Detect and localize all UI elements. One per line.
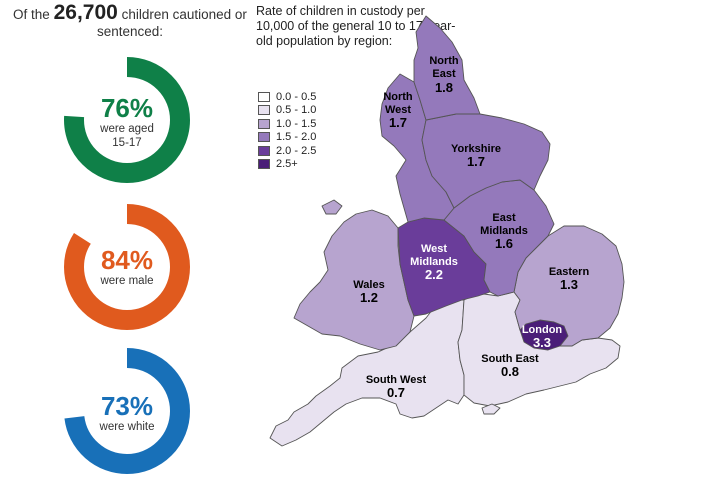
label-south-east-name: South East xyxy=(481,353,539,365)
label-west-midlands-name: West Midlands xyxy=(410,243,458,268)
legend-label: 1.5 - 2.0 xyxy=(276,131,317,144)
headline-prefix: Of the xyxy=(13,7,50,22)
label-yorkshire-rate: 1.7 xyxy=(467,154,485,169)
label-eastern-rate: 1.3 xyxy=(560,277,578,292)
map-panel: Rate of children in custody per 10,000 o… xyxy=(250,0,712,480)
legend-item: 2.0 - 2.5 xyxy=(258,144,316,158)
donut-male-ring xyxy=(64,204,190,330)
label-eastern-name: Eastern xyxy=(549,266,590,278)
label-yorkshire-name: Yorkshire xyxy=(451,143,501,155)
legend-swatch xyxy=(258,118,270,129)
map-caption: Rate of children in custody per 10,000 o… xyxy=(256,4,456,48)
region-map: North East 1.8 North West 1.7 Yorkshire 1.… xyxy=(269,15,625,447)
region-north-east[interactable] xyxy=(413,15,481,121)
donut-arc xyxy=(64,348,190,474)
donut-white: 73% were white xyxy=(63,347,191,475)
donut-arc xyxy=(64,204,190,330)
legend-item: 1.5 - 2.0 xyxy=(258,131,316,145)
headline-number: 26,700 xyxy=(53,1,118,24)
label-north-west-name: North West xyxy=(383,91,413,116)
region-wales[interactable] xyxy=(293,209,415,351)
headline-suffix: children cautioned or sentenced: xyxy=(96,7,247,39)
donut-age-value: 76% xyxy=(100,93,154,123)
donut-male: 84% were male xyxy=(63,203,191,331)
donut-male-label: were male xyxy=(100,275,154,287)
headline: Of the 26,700 children cautioned or sent… xyxy=(10,1,250,40)
donut-age: 76% were aged 15-17 xyxy=(63,56,191,184)
legend-swatch xyxy=(258,159,270,170)
label-north-east-name: North East xyxy=(429,55,459,80)
label-east-midlands-rate: 1.6 xyxy=(495,236,513,251)
legend-label: 2.5+ xyxy=(276,158,298,171)
label-wales-name: Wales xyxy=(353,279,384,291)
legend-label: 0.0 - 0.5 xyxy=(276,90,317,103)
label-north-west-rate: 1.7 xyxy=(389,115,407,130)
region-london[interactable] xyxy=(519,319,569,351)
label-south-west-rate: 0.7 xyxy=(387,385,405,400)
label-london-name: London xyxy=(522,324,563,336)
donut-male-value: 84% xyxy=(100,245,154,275)
label-south-west-name: South West xyxy=(366,374,427,386)
label-north-east-rate: 1.8 xyxy=(435,80,453,95)
legend-item: 1.0 - 1.5 xyxy=(258,117,316,131)
map-legend: 0.0 - 0.5 0.5 - 1.0 1.0 - 1.5 1.5 - 2.0 … xyxy=(258,90,316,171)
label-south-east-rate: 0.8 xyxy=(501,364,519,379)
legend-label: 1.0 - 1.5 xyxy=(276,117,317,130)
legend-label: 2.0 - 2.5 xyxy=(276,144,317,157)
label-london-rate: 3.3 xyxy=(533,335,551,350)
donut-age-label-line1: were aged xyxy=(100,123,154,135)
legend-item: 0.5 - 1.0 xyxy=(258,104,316,118)
donut-white-label: were white xyxy=(99,421,155,433)
label-west-midlands-rate: 2.2 xyxy=(425,267,443,282)
legend-swatch xyxy=(258,145,270,156)
legend-swatch xyxy=(258,105,270,116)
label-wales-rate: 1.2 xyxy=(360,290,378,305)
donut-age-label-line2: 15-17 xyxy=(112,137,142,149)
legend-swatch xyxy=(258,132,270,143)
legend-item: 2.5+ xyxy=(258,158,316,172)
island-anglesey xyxy=(321,199,343,215)
island-isle-of-wight xyxy=(481,403,501,415)
donut-white-ring xyxy=(64,348,190,474)
donut-white-value: 73% xyxy=(100,391,154,421)
label-east-midlands-name: East Midlands xyxy=(480,212,528,237)
stats-panel: Of the 26,700 children cautioned or sent… xyxy=(0,0,250,480)
legend-swatch xyxy=(258,91,270,102)
legend-label: 0.5 - 1.0 xyxy=(276,104,317,117)
donut-arc xyxy=(64,57,190,183)
legend-item: 0.0 - 0.5 xyxy=(258,90,316,104)
donut-age-ring xyxy=(64,57,190,183)
